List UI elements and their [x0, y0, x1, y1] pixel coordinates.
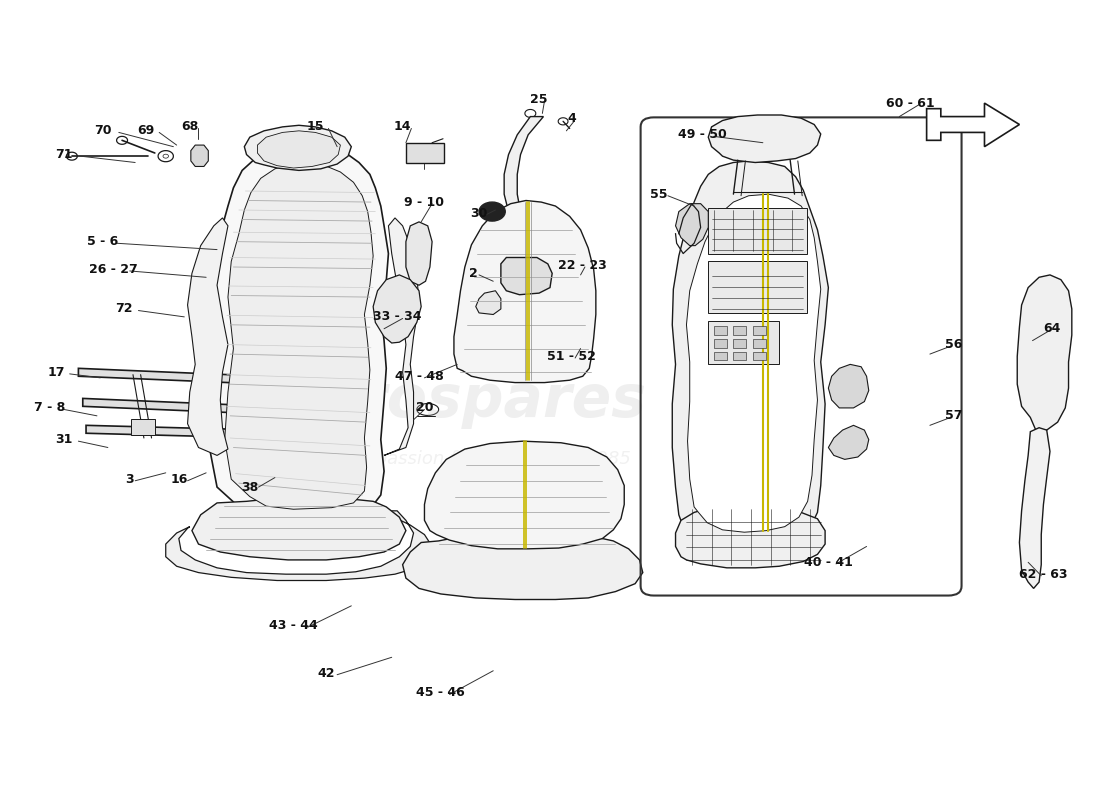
- Text: 38: 38: [241, 481, 258, 494]
- Text: 62 - 63: 62 - 63: [1020, 568, 1068, 581]
- Polygon shape: [86, 426, 266, 438]
- Polygon shape: [403, 530, 642, 599]
- Text: 25: 25: [530, 93, 548, 106]
- Polygon shape: [926, 103, 1020, 146]
- Text: 43 - 44: 43 - 44: [270, 619, 318, 632]
- Text: 45 - 46: 45 - 46: [417, 686, 465, 699]
- Bar: [714, 352, 727, 361]
- Text: 3: 3: [125, 473, 134, 486]
- Text: 60 - 61: 60 - 61: [886, 97, 935, 110]
- Text: 31: 31: [55, 433, 73, 446]
- Polygon shape: [82, 398, 271, 414]
- Text: 33 - 34: 33 - 34: [373, 310, 421, 323]
- Polygon shape: [504, 117, 543, 258]
- Text: 20: 20: [416, 402, 433, 414]
- Text: 15: 15: [307, 120, 324, 134]
- Bar: [708, 321, 779, 364]
- Bar: [714, 326, 727, 335]
- Text: 49 - 50: 49 - 50: [679, 128, 727, 142]
- Bar: [708, 208, 806, 254]
- Text: 64: 64: [1044, 322, 1060, 335]
- Bar: [714, 339, 727, 348]
- Text: 47 - 48: 47 - 48: [395, 370, 443, 382]
- Polygon shape: [244, 126, 351, 170]
- Text: 72: 72: [116, 302, 133, 315]
- Polygon shape: [257, 131, 340, 168]
- Polygon shape: [672, 161, 828, 546]
- Text: 40 - 41: 40 - 41: [804, 556, 853, 569]
- Polygon shape: [828, 364, 869, 408]
- Polygon shape: [373, 275, 421, 343]
- Polygon shape: [1018, 275, 1071, 430]
- Polygon shape: [828, 426, 869, 459]
- Text: 68: 68: [182, 120, 198, 134]
- Text: 57: 57: [945, 410, 962, 422]
- Bar: [754, 326, 766, 335]
- Polygon shape: [425, 441, 624, 549]
- Text: a passion for parts since 1985: a passion for parts since 1985: [360, 450, 631, 468]
- Bar: [734, 352, 747, 361]
- Polygon shape: [675, 505, 825, 568]
- Bar: [734, 339, 747, 348]
- Bar: [708, 262, 806, 313]
- Bar: [754, 339, 766, 348]
- Text: 22 - 23: 22 - 23: [559, 259, 607, 272]
- Polygon shape: [224, 162, 373, 510]
- Circle shape: [478, 202, 505, 221]
- Text: 30: 30: [471, 207, 487, 221]
- Text: 56: 56: [945, 338, 962, 351]
- Polygon shape: [209, 144, 388, 517]
- Polygon shape: [191, 497, 406, 560]
- Text: 70: 70: [94, 124, 111, 138]
- Polygon shape: [675, 204, 708, 246]
- Bar: [406, 142, 444, 162]
- Text: 51 - 52: 51 - 52: [548, 350, 596, 363]
- Text: 5 - 6: 5 - 6: [87, 235, 118, 248]
- Text: 55: 55: [650, 188, 668, 201]
- Polygon shape: [476, 290, 501, 314]
- Polygon shape: [190, 145, 208, 166]
- Text: 9 - 10: 9 - 10: [405, 195, 444, 209]
- Text: 26 - 27: 26 - 27: [89, 263, 138, 276]
- Text: 4: 4: [568, 113, 576, 126]
- Text: 17: 17: [47, 366, 65, 378]
- Bar: [754, 352, 766, 361]
- Text: 7 - 8: 7 - 8: [34, 402, 66, 414]
- Polygon shape: [384, 218, 419, 455]
- Polygon shape: [78, 368, 266, 384]
- Polygon shape: [686, 194, 821, 532]
- Text: 69: 69: [138, 124, 155, 138]
- Text: eurospares: eurospares: [278, 371, 647, 429]
- Polygon shape: [406, 222, 432, 286]
- Text: 42: 42: [318, 666, 336, 680]
- Text: 16: 16: [170, 473, 187, 486]
- Polygon shape: [454, 201, 596, 382]
- Bar: [131, 419, 155, 435]
- Polygon shape: [166, 511, 432, 581]
- Text: 14: 14: [394, 120, 411, 134]
- Polygon shape: [1020, 428, 1050, 589]
- Text: 71: 71: [55, 148, 73, 161]
- Bar: [734, 326, 747, 335]
- Polygon shape: [500, 258, 552, 294]
- Polygon shape: [188, 218, 228, 455]
- Polygon shape: [708, 115, 821, 162]
- Text: 2: 2: [470, 267, 478, 280]
